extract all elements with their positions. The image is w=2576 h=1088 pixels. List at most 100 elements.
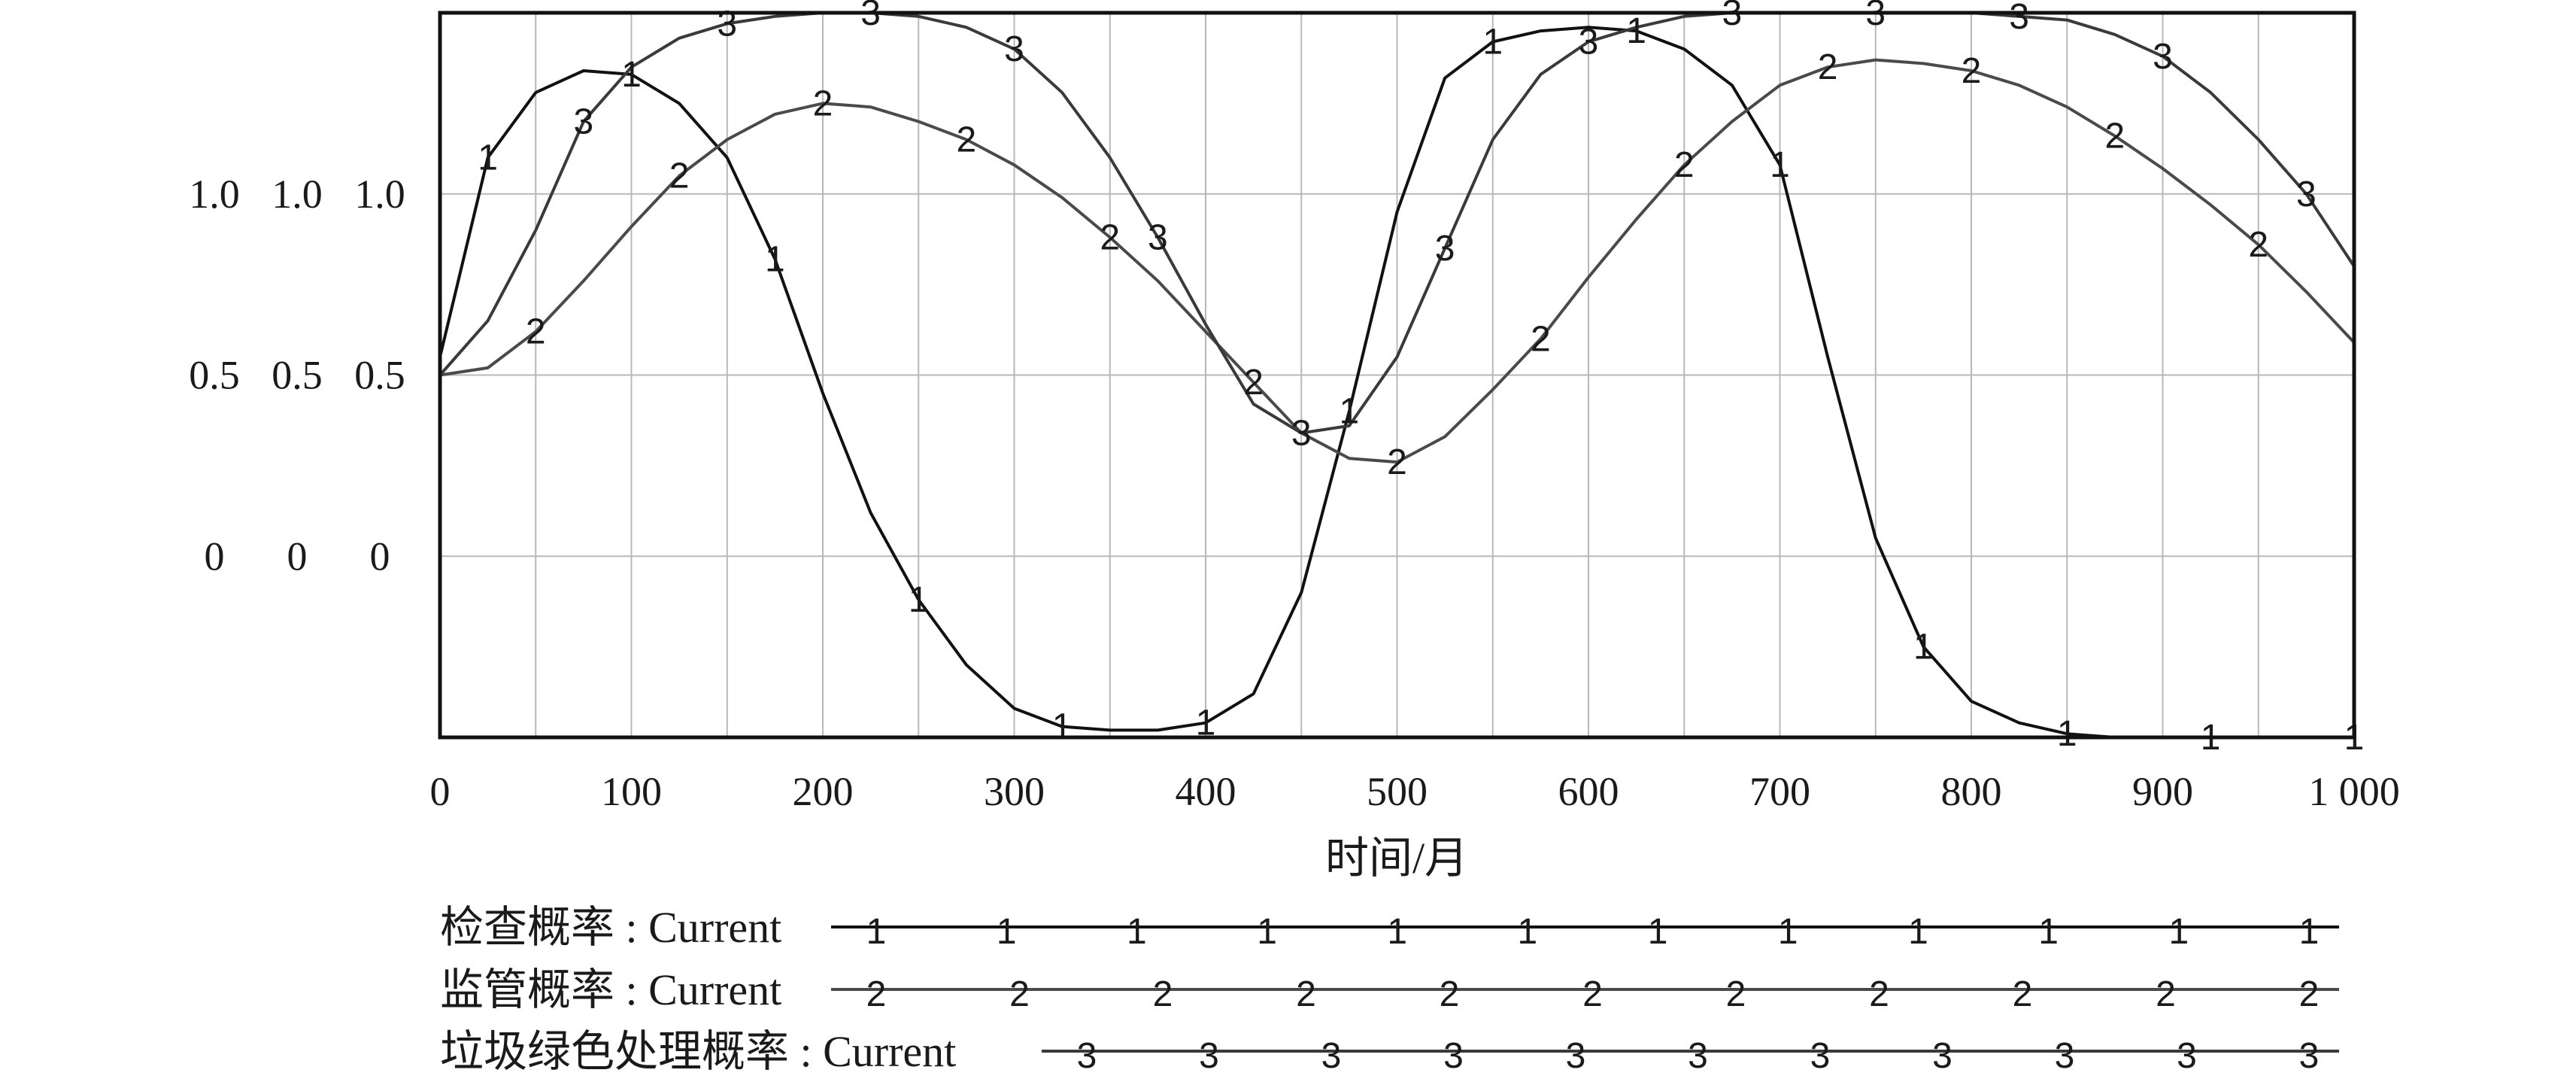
legend-marker-1: 1 <box>1387 912 1407 952</box>
y-tick-label: 1.0 <box>272 172 323 217</box>
legend-marker-1: 1 <box>2038 912 2059 952</box>
series-marker-3: 3 <box>2153 37 2173 77</box>
x-tick-label: 100 <box>601 769 662 814</box>
legend-marker-1: 1 <box>1648 912 1668 952</box>
legend-marker-3: 3 <box>2177 1036 2197 1076</box>
y-tick-label: 1.0 <box>354 172 405 217</box>
legend-marker-2: 2 <box>1009 974 1030 1014</box>
legend-marker-1: 1 <box>1257 912 1277 952</box>
series-marker-3: 3 <box>860 0 881 33</box>
legend-marker-2: 2 <box>1869 974 1889 1014</box>
legend-marker-3: 3 <box>1443 1036 1464 1076</box>
series-marker-3: 3 <box>1722 0 1743 33</box>
legend-marker-1: 1 <box>866 912 887 952</box>
legend-marker-2: 2 <box>866 974 887 1014</box>
legend-marker-2: 2 <box>1153 974 1173 1014</box>
series-marker-2: 2 <box>1387 442 1407 482</box>
legend-marker-3: 3 <box>1688 1036 1708 1076</box>
x-tick-label: 1 000 <box>2308 769 2400 814</box>
series-marker-2: 2 <box>1531 319 1551 359</box>
y-axis-ticks: 0 0 0 0.5 0.5 0.5 1.0 1.0 1.0 <box>189 172 405 579</box>
legend-marker-2: 2 <box>1296 974 1316 1014</box>
series-marker-1: 1 <box>1052 707 1073 747</box>
series-marker-3: 3 <box>717 4 737 44</box>
legend-marker-3: 3 <box>1077 1036 1097 1076</box>
x-axis-ticks: 0 100 200 300 400 500 600 700 800 900 1 000 <box>430 769 2400 814</box>
series-marker-2: 2 <box>1818 47 1838 87</box>
legend-marker-1: 1 <box>997 912 1017 952</box>
legend-marker-2: 2 <box>2156 974 2176 1014</box>
series-marker-1: 1 <box>1626 11 1646 51</box>
legend-marker-3: 3 <box>1199 1036 1219 1076</box>
legend-marker-3: 3 <box>1321 1036 1342 1076</box>
y-tick-label: 0.5 <box>354 353 405 398</box>
y-tick-label: 0.5 <box>189 353 240 398</box>
legend-marker-1: 1 <box>1127 912 1147 952</box>
legend-marker-2: 2 <box>2299 974 2320 1014</box>
legend-marker-1: 1 <box>1908 912 1928 952</box>
series-marker-1: 1 <box>1482 23 1503 62</box>
y-tick-label: 0.5 <box>272 353 323 398</box>
legend: 检查概率 : Current 1 1 1 1 1 1 1 1 1 1 1 1 监管概率 : Current… <box>440 903 2339 1076</box>
series-marker-2: 2 <box>2105 117 2125 157</box>
legend-marker-3: 3 <box>2299 1036 2320 1076</box>
series-marker-3: 3 <box>1579 23 1599 62</box>
plot-frame <box>438 11 2356 740</box>
legend-marker-1: 1 <box>1518 912 1538 952</box>
y-tick-label: 0 <box>370 533 390 579</box>
series-marker-2: 2 <box>1962 51 1982 91</box>
legend-marker-2: 2 <box>2013 974 2033 1014</box>
series-marker-2: 2 <box>1674 145 1695 185</box>
series-marker-2: 2 <box>2248 225 2268 265</box>
x-tick-label: 600 <box>1558 769 1619 814</box>
series-line-3 <box>438 11 2356 435</box>
series-marker-2: 2 <box>813 84 833 123</box>
legend-marker-3: 3 <box>1566 1036 1586 1076</box>
legend-marker-2: 2 <box>1582 974 1603 1014</box>
legend-marker-2: 2 <box>1440 974 1460 1014</box>
series-marker-3: 3 <box>1004 29 1024 69</box>
y-tick-label: 0 <box>205 533 225 579</box>
y-tick-label: 0 <box>287 533 308 579</box>
x-tick-label: 500 <box>1367 769 1428 814</box>
legend-marker-3: 3 <box>2055 1036 2075 1076</box>
series-marker-1: 1 <box>2057 714 2077 754</box>
x-tick-label: 700 <box>1749 769 1810 814</box>
series-marker-1: 1 <box>765 239 785 279</box>
x-tick-label: 300 <box>984 769 1045 814</box>
series-marker-1: 1 <box>1770 145 1790 185</box>
series-marker-3: 3 <box>1435 229 1455 269</box>
x-tick-label: 800 <box>1941 769 2002 814</box>
series-marker-3: 3 <box>1291 414 1312 454</box>
series-marker-3: 3 <box>2296 175 2317 214</box>
legend-marker-1: 1 <box>2299 912 2320 952</box>
legend-marker-1: 1 <box>2168 912 2189 952</box>
series-marker-2: 2 <box>1243 363 1264 403</box>
series-line-2 <box>439 58 2356 464</box>
series-marker-2: 2 <box>669 157 690 196</box>
legend-marker-3: 3 <box>1932 1036 1952 1076</box>
legend-marker-3: 3 <box>1810 1036 1831 1076</box>
series-marker-1: 1 <box>1340 392 1360 432</box>
legend-marker-1: 1 <box>1778 912 1798 952</box>
x-tick-label: 200 <box>793 769 854 814</box>
series-marker-3: 3 <box>1148 218 1168 258</box>
series-marker-2: 2 <box>526 312 546 352</box>
y-tick-label: 1.0 <box>189 172 240 217</box>
legend-label: 监管概率 : Current <box>440 965 781 1014</box>
series-marker-1: 1 <box>621 55 642 95</box>
x-tick-label: 900 <box>2132 769 2193 814</box>
series-lines <box>438 11 2356 739</box>
legend-label: 垃圾绿色处理概率 : Current <box>440 1027 956 1076</box>
series-marker-2: 2 <box>957 120 977 160</box>
series-marker-2: 2 <box>1100 218 1120 258</box>
series-marker-3: 3 <box>574 102 594 141</box>
legend-marker-2: 2 <box>1726 974 1746 1014</box>
series-marker-1: 1 <box>478 138 498 178</box>
x-axis-label: 时间/月 <box>1325 834 1468 883</box>
x-tick-label: 0 <box>430 769 451 814</box>
legend-label: 检查概率 : Current <box>440 903 781 952</box>
